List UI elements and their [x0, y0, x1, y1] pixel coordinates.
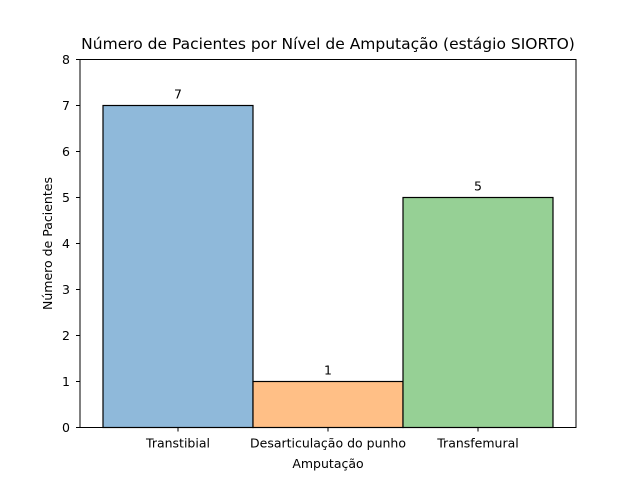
- y-tick-label-0: 0: [62, 420, 70, 435]
- y-axis-label: Número de Pacientes: [40, 177, 55, 310]
- chart-title: Número de Pacientes por Nível de Amputaç…: [81, 35, 575, 53]
- data-label-2: 5: [474, 179, 482, 194]
- plot-frame: [79, 59, 577, 428]
- y-tick-label-2: 2: [62, 328, 70, 343]
- y-tick-label-7: 7: [62, 98, 70, 113]
- bars-group: [102, 104, 554, 429]
- x-tick-label-0: Transtibial: [145, 436, 210, 451]
- bar-1: [252, 380, 404, 429]
- x-tick-label-2: Transfemural: [436, 436, 519, 451]
- y-tick-label-1: 1: [62, 374, 70, 389]
- y-tick-label-4: 4: [62, 236, 70, 251]
- data-label-1: 1: [324, 363, 332, 378]
- y-axis: 0 1 2 3 4 5 6 7 8: [62, 52, 80, 435]
- data-label-0: 7: [174, 87, 182, 102]
- bar-2: [402, 196, 554, 429]
- y-tick-label-3: 3: [62, 282, 70, 297]
- x-axis-label: Amputação: [292, 456, 363, 471]
- y-tick-label-5: 5: [62, 190, 70, 205]
- x-axis: Transtibial Desarticulação do punho Transf…: [145, 427, 519, 451]
- x-tick-label-1: Desarticulação do punho: [250, 436, 406, 451]
- data-labels-group: 7 1 5: [174, 87, 482, 378]
- y-tick-label-8: 8: [62, 52, 70, 67]
- bar-0: [102, 104, 254, 429]
- y-tick-label-6: 6: [62, 144, 70, 159]
